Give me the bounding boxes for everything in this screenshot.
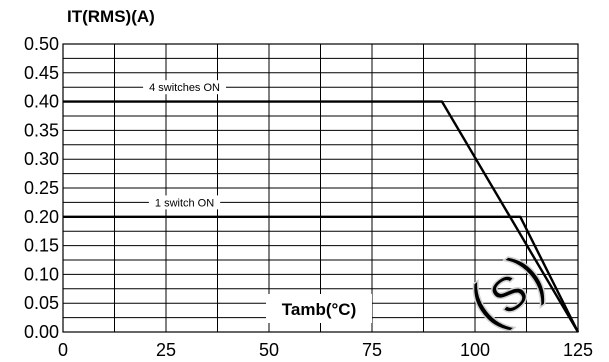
series-line — [63, 100, 580, 333]
x-axis-label-box — [266, 294, 372, 323]
y-tick-label: 0.25 — [24, 178, 59, 198]
plot-frame — [62, 43, 579, 333]
grid — [62, 43, 579, 333]
x-tick-labels: 0 25 50 75 100 125 — [58, 340, 593, 360]
y-tick-label: 0.50 — [24, 34, 59, 54]
series-line — [63, 215, 580, 333]
y-tick-label: 0.45 — [24, 63, 59, 83]
x-tick-label: 75 — [362, 340, 382, 360]
series-annotations: 4 switches ON 1 switch ON — [143, 80, 227, 210]
x-tick-label: 25 — [156, 340, 176, 360]
watermark-text: (s) — [454, 238, 557, 341]
series-annotation-bg — [143, 80, 227, 95]
series-annotation: 1 switch ON — [148, 195, 221, 210]
y-tick-label: 0.00 — [24, 322, 59, 342]
x-tick-label: 100 — [460, 340, 490, 360]
series-annotation-label: 4 switches ON — [149, 82, 220, 94]
y-tick-label: 0.10 — [24, 264, 59, 284]
series-annotation-label: 1 switch ON — [155, 197, 214, 209]
x-tick-label: 125 — [563, 340, 593, 360]
x-axis-label-group: Tamb(°C) — [266, 294, 372, 323]
y-tick-label: 0.35 — [24, 120, 59, 140]
series-annotation-bg — [148, 195, 221, 210]
y-tick-label: 0.40 — [24, 92, 59, 112]
series-annotation: 4 switches ON — [143, 80, 227, 95]
y-tick-label: 0.20 — [24, 207, 59, 227]
y-tick-label: 0.30 — [24, 149, 59, 169]
x-tick-label: 0 — [58, 340, 68, 360]
y-axis-title: IT(RMS)(A) — [67, 7, 155, 26]
x-tick-label: 50 — [259, 340, 279, 360]
y-tick-labels: 0.00 0.05 0.10 0.15 0.20 0.25 0.30 0.35 0.40 0.45… — [24, 34, 59, 342]
series-lines — [63, 100, 580, 333]
y-tick-label: 0.05 — [24, 293, 59, 313]
x-axis-label: Tamb(°C) — [282, 300, 356, 319]
y-tick-label: 0.15 — [24, 236, 59, 256]
